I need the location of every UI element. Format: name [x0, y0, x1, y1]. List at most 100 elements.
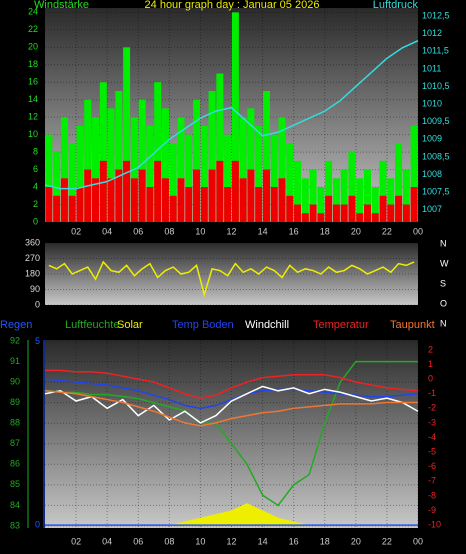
- y-tick-label: 10: [28, 129, 38, 139]
- legend-entry: Taupunkt: [390, 319, 435, 331]
- bar: [138, 99, 146, 222]
- x-tick-label: 18: [320, 536, 330, 546]
- y-tick-label: 6: [33, 164, 38, 174]
- bar: [200, 187, 208, 222]
- bar: [115, 169, 123, 222]
- bar: [216, 73, 224, 223]
- y-tick-label: 180: [25, 268, 40, 278]
- x-tick-label: 00: [413, 226, 423, 236]
- bar: [208, 90, 216, 223]
- bar: [185, 187, 193, 222]
- legend-entry: Temperatur: [313, 319, 369, 331]
- bar: [379, 160, 387, 222]
- bar: [348, 152, 356, 222]
- y-tick-label: 91: [10, 356, 20, 366]
- bar: [161, 178, 169, 222]
- bar: [216, 160, 224, 222]
- y2-tick-label: S: [440, 278, 446, 288]
- bar: [278, 117, 286, 222]
- bar: [76, 187, 84, 222]
- bar: [123, 160, 131, 222]
- x-tick-label: 04: [102, 226, 112, 236]
- bar: [76, 125, 84, 222]
- bar: [395, 195, 403, 222]
- bar: [309, 169, 317, 222]
- y2-tick-label: -1: [428, 388, 436, 398]
- y-axis-label: Windstärke: [34, 0, 89, 11]
- bar: [387, 178, 395, 222]
- bar: [301, 178, 309, 222]
- bar: [363, 169, 371, 222]
- x-tick-label: 02: [71, 536, 81, 546]
- bar: [371, 187, 379, 222]
- x-tick-label: 20: [351, 226, 361, 236]
- bar: [286, 143, 294, 222]
- bar: [193, 169, 201, 222]
- bar: [68, 195, 76, 222]
- bar: [123, 47, 131, 222]
- y2-tick-label: 1012,5: [422, 10, 450, 20]
- bar: [239, 117, 247, 222]
- legend-entry: Solar: [117, 319, 143, 331]
- bar: [231, 160, 239, 222]
- y2-tick-label: -9: [428, 505, 436, 515]
- bar: [138, 169, 146, 222]
- legend-entry: Temp Boden: [172, 319, 234, 331]
- plot-area: [45, 340, 418, 528]
- bar: [185, 134, 193, 222]
- x-tick-label: 06: [133, 536, 143, 546]
- y2-tick-label: -5: [428, 446, 436, 456]
- bar: [255, 187, 263, 222]
- y2-tick-label: 1009,5: [422, 116, 450, 126]
- bar: [45, 134, 53, 222]
- bar: [99, 160, 107, 222]
- y3-tick-label: 5: [35, 336, 40, 346]
- y2-tick-label: N: [440, 238, 447, 248]
- bar: [332, 204, 340, 222]
- y2-tick-label: -6: [428, 461, 436, 471]
- bar: [356, 213, 364, 222]
- bar: [247, 108, 255, 222]
- y-tick-label: 92: [10, 335, 20, 345]
- bar: [387, 204, 395, 222]
- y-tick-label: 87: [10, 438, 20, 448]
- y-tick-label: 90: [30, 284, 40, 294]
- bar: [169, 195, 177, 222]
- bar: [146, 125, 154, 222]
- bar: [169, 143, 177, 222]
- y-tick-label: 22: [28, 24, 38, 34]
- bar: [262, 90, 270, 223]
- bar: [402, 204, 410, 222]
- bar: [379, 195, 387, 222]
- y2-tick-label: -7: [428, 476, 436, 486]
- bar: [363, 204, 371, 222]
- x-tick-label: 12: [226, 226, 236, 236]
- x-tick-label: 14: [258, 226, 268, 236]
- line: [44, 378, 419, 410]
- bar: [231, 12, 239, 223]
- y-tick-label: 12: [28, 112, 38, 122]
- bar: [161, 108, 169, 222]
- y-tick-label: 360: [25, 237, 40, 247]
- x-tick-label: 04: [102, 536, 112, 546]
- x-tick-label: 06: [133, 226, 143, 236]
- bar: [146, 187, 154, 222]
- chart-title: 24 hour graph day : Januar 05 2026: [145, 0, 320, 11]
- y2-tick-label: 1012: [422, 28, 442, 38]
- bar: [84, 169, 92, 222]
- y2-tick-label: N: [440, 318, 447, 328]
- line: [44, 360, 418, 507]
- y-tick-label: 0: [33, 216, 38, 226]
- y-tick-label: 0: [35, 299, 40, 309]
- y2-tick-label: 1008,5: [422, 151, 450, 161]
- bar: [107, 178, 115, 222]
- bar: [278, 178, 286, 222]
- x-tick-label: 00: [413, 536, 423, 546]
- bar: [332, 178, 340, 222]
- x-tick-label: 16: [289, 536, 299, 546]
- bar: [294, 204, 302, 222]
- bar: [224, 134, 232, 222]
- y2-tick-label: 1010,5: [422, 81, 450, 91]
- bar: [247, 169, 255, 222]
- y2-tick-label: 1009: [422, 134, 442, 144]
